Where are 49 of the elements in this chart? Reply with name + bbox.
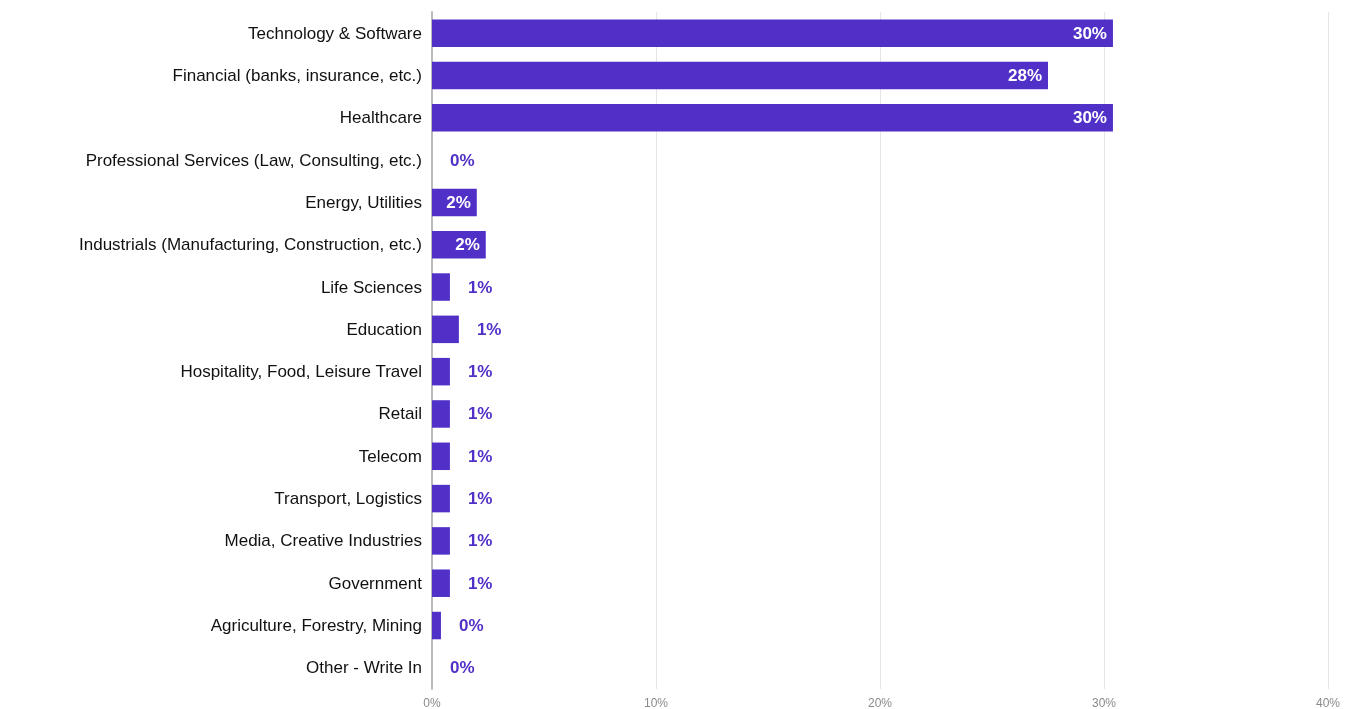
bar <box>432 104 1113 132</box>
bar <box>432 357 450 386</box>
y-tick-label: Media, Creative Industries <box>224 531 422 551</box>
x-tick-label: 0% <box>423 696 441 709</box>
bar <box>432 315 459 344</box>
y-tick-label: Retail <box>378 404 422 424</box>
data-label: 1% <box>467 489 493 509</box>
data-label: 1% <box>467 531 493 551</box>
data-label: 1% <box>467 404 493 424</box>
y-tick-label: Other - Write In <box>306 658 422 678</box>
bar <box>432 273 450 301</box>
bar <box>432 400 450 428</box>
y-tick-label: Professional Services (Law, Consulting, etc.) <box>85 150 422 170</box>
bar <box>432 442 450 471</box>
data-label: 0% <box>458 616 484 636</box>
data-label: 0% <box>450 658 475 678</box>
y-tick-label: Government <box>328 573 423 593</box>
y-tick-label: Transport, Logistics <box>274 489 422 509</box>
data-label: 0% <box>450 150 475 170</box>
bar <box>432 611 441 640</box>
y-tick-label: Technology & Software <box>248 23 422 43</box>
y-tick-label: Agriculture, Forestry, Mining <box>210 616 422 636</box>
y-tick-label: Industrials (Manufacturing, Construction, etc.) <box>79 235 422 255</box>
x-tick-label: 20% <box>867 696 893 709</box>
y-tick-label: Energy, Utilities <box>305 192 422 212</box>
data-label: 2% <box>446 192 471 212</box>
x-tick-label: 10% <box>643 696 669 709</box>
data-label: 1% <box>467 277 493 297</box>
data-label: 1% <box>467 362 493 382</box>
data-label: 1% <box>467 573 493 593</box>
data-label: 28% <box>1007 65 1042 85</box>
data-label: 30% <box>1072 23 1107 43</box>
y-tick-label: Education <box>346 319 422 339</box>
y-tick-label: Hospitality, Food, Leisure Travel <box>180 362 422 382</box>
y-tick-label: Financial (banks, insurance, etc.) <box>172 65 422 85</box>
bar <box>432 527 450 555</box>
bar <box>432 61 1048 90</box>
bar <box>432 19 1113 47</box>
x-tick-label: 40% <box>1315 696 1341 709</box>
x-tick-label: 30% <box>1091 696 1117 709</box>
y-tick-label: Telecom <box>358 446 422 466</box>
y-tick-label: Life Sciences <box>320 277 422 297</box>
data-label: 2% <box>455 235 480 255</box>
y-tick-label: Healthcare <box>339 108 422 128</box>
data-label: 30% <box>1072 108 1107 128</box>
data-label: 1% <box>467 446 493 466</box>
bar <box>432 484 450 513</box>
bar <box>432 569 450 597</box>
data-label: 1% <box>476 319 502 339</box>
